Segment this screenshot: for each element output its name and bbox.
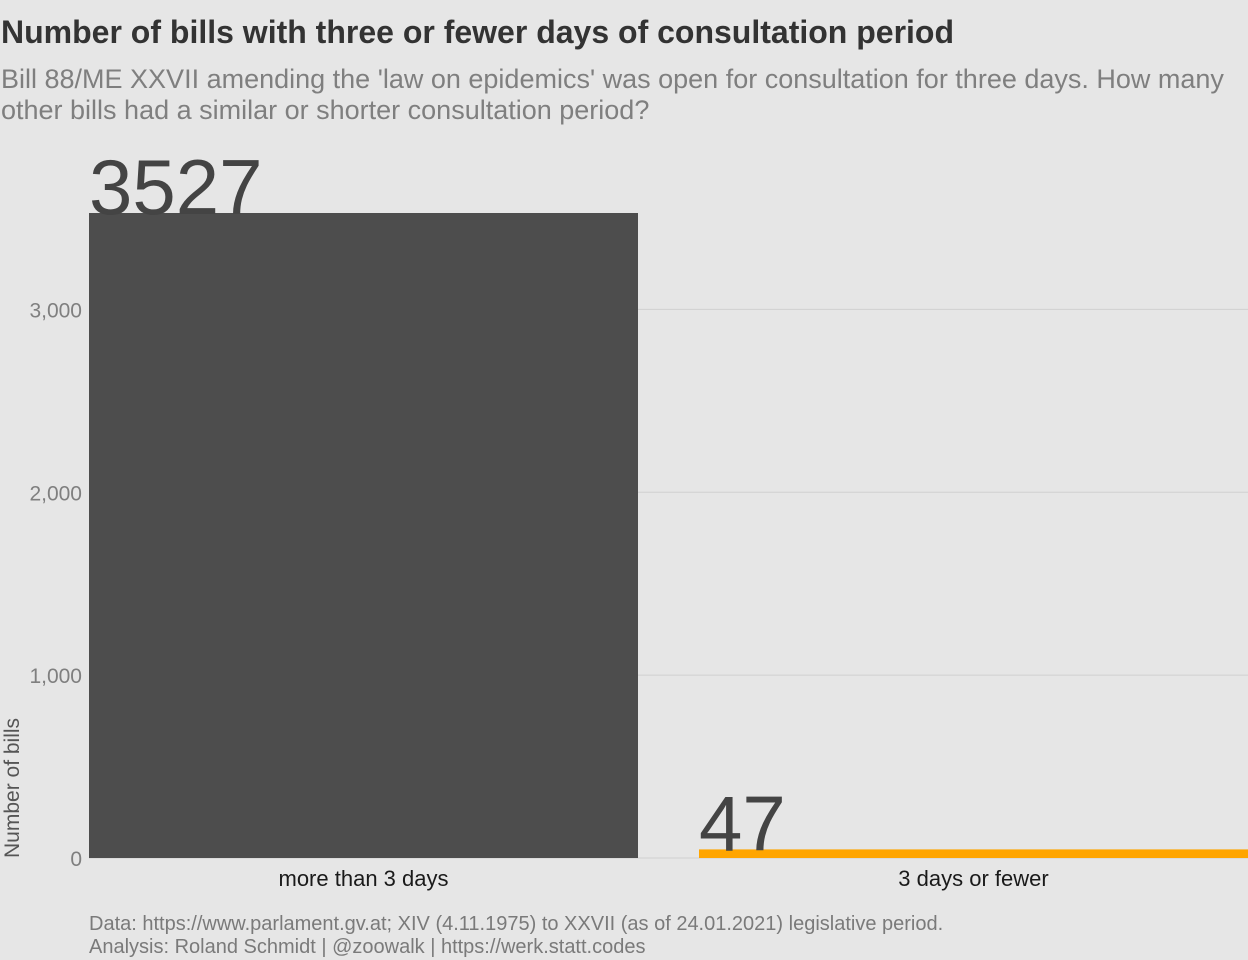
subtitle-line-1: Bill 88/ME XXVII amending the 'law on ep… xyxy=(1,64,1224,94)
bar-more-than-3-days xyxy=(89,213,638,858)
chart-subtitle: Bill 88/ME XXVII amending the 'law on ep… xyxy=(1,64,1248,126)
subtitle-line-2: other bills had a similar or shorter con… xyxy=(1,95,650,125)
data-label: 3527 xyxy=(89,143,263,231)
y-tick-label: 0 xyxy=(70,848,82,871)
bar-3-days-or-fewer xyxy=(699,849,1248,858)
bars xyxy=(89,213,1248,858)
x-axis-ticks: more than 3 days 3 days or fewer xyxy=(279,866,1049,891)
x-tick-label: more than 3 days xyxy=(279,866,449,891)
x-tick-label: 3 days or fewer xyxy=(898,866,1048,891)
caption-line-1: Data: https://www.parlament.gv.at; XIV (… xyxy=(89,913,944,935)
y-tick-label: 3,000 xyxy=(29,299,82,322)
y-axis-ticks: 0 1,000 2,000 3,000 xyxy=(29,299,82,871)
y-tick-label: 2,000 xyxy=(29,482,82,505)
chart-caption: Data: https://www.parlament.gv.at; XIV (… xyxy=(89,913,943,959)
data-label: 47 xyxy=(699,779,786,867)
data-labels: 3527 47 xyxy=(89,143,786,867)
y-axis-label: Number of bills xyxy=(1,718,24,858)
y-tick-label: 1,000 xyxy=(29,665,82,688)
chart-title: Number of bills with three or fewer days… xyxy=(1,14,954,50)
caption-line-2: Analysis: Roland Schmidt | @zoowalk | ht… xyxy=(89,936,646,958)
